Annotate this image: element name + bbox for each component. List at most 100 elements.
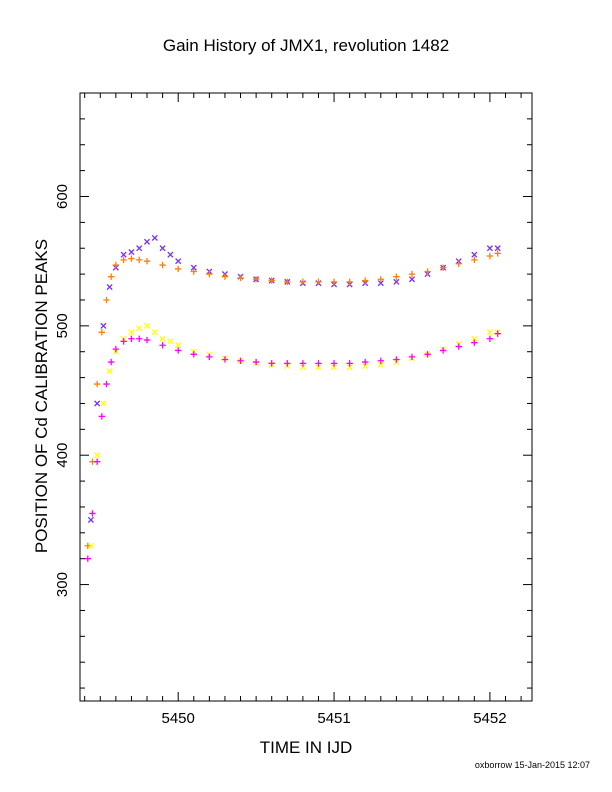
data-point <box>167 251 174 258</box>
data-point <box>299 364 306 371</box>
data-point <box>424 351 431 358</box>
data-point <box>93 458 101 465</box>
data-point <box>206 270 213 278</box>
data-point <box>455 343 462 350</box>
data-point <box>107 358 115 366</box>
data-point <box>143 336 151 344</box>
data-point <box>98 413 106 420</box>
data-point <box>377 357 385 364</box>
axes-frame: 5450 5451 5452 300 400 500 600 <box>54 92 533 727</box>
data-point <box>159 245 166 252</box>
data-point <box>106 368 113 375</box>
data-point <box>143 238 151 245</box>
data-point <box>120 251 127 258</box>
data-point <box>143 322 151 329</box>
data-point <box>471 251 478 258</box>
data-point <box>393 356 400 363</box>
data-point <box>190 264 197 271</box>
data-point <box>87 516 94 523</box>
data-point <box>471 339 478 346</box>
data-point <box>106 283 113 291</box>
data-point <box>206 353 213 361</box>
series-0 <box>87 234 501 523</box>
data-point <box>268 277 275 284</box>
y-tick-label: 500 <box>54 313 71 338</box>
data-point <box>284 278 291 286</box>
data-point <box>408 270 416 278</box>
data-point <box>330 278 338 286</box>
data-point <box>377 280 384 287</box>
x-tick-label: 5452 <box>473 710 506 727</box>
series-3 <box>84 330 501 562</box>
data-point <box>128 249 135 256</box>
data-point <box>362 358 369 366</box>
data-point <box>237 357 244 364</box>
data-point <box>175 258 182 265</box>
data-point <box>103 380 110 388</box>
data-point <box>159 261 166 269</box>
data-point <box>159 342 166 349</box>
data-point <box>128 255 135 262</box>
data-point <box>174 347 182 354</box>
data-point <box>128 335 135 342</box>
data-point <box>98 329 106 336</box>
data-point <box>221 356 229 363</box>
data-point <box>439 264 447 271</box>
data-point <box>393 278 400 285</box>
data-point <box>84 542 91 549</box>
data-point <box>439 347 447 354</box>
data-point <box>330 364 338 371</box>
data-point <box>103 296 110 304</box>
data-point <box>362 277 369 284</box>
data-point <box>471 256 478 264</box>
plot-frame <box>79 92 533 702</box>
y-tick-label: 300 <box>54 572 71 597</box>
x-tick-label: 5450 <box>162 710 195 727</box>
data-point <box>136 335 143 342</box>
data-point <box>494 245 501 252</box>
data-point <box>252 358 260 366</box>
data-point <box>112 261 120 269</box>
data-point <box>486 245 493 252</box>
data-point <box>299 278 307 286</box>
data-point <box>494 330 501 337</box>
data-point <box>151 329 158 336</box>
series-layer <box>84 234 501 562</box>
data-point <box>315 360 322 367</box>
data-point <box>252 276 260 283</box>
data-point <box>315 278 322 286</box>
x-axis-label: TIME IN IJD <box>259 738 353 757</box>
data-point <box>455 260 462 267</box>
data-point <box>112 345 120 353</box>
data-point <box>221 273 229 280</box>
data-point <box>128 329 135 336</box>
x-tick-label: 5451 <box>317 710 350 727</box>
data-point <box>120 338 127 345</box>
y-tick-label: 600 <box>54 184 71 209</box>
data-point <box>330 360 338 367</box>
data-point <box>408 276 416 283</box>
series-2 <box>87 322 501 549</box>
data-point <box>424 268 431 275</box>
data-point <box>486 335 494 342</box>
data-point <box>486 252 494 260</box>
data-point <box>175 342 182 349</box>
data-point <box>107 273 115 280</box>
data-point <box>94 400 101 407</box>
data-point <box>494 250 501 257</box>
chart-title: Gain History of JMX1, revolution 1482 <box>162 36 450 55</box>
data-point <box>377 276 385 283</box>
data-point <box>393 273 400 280</box>
data-point <box>167 338 174 345</box>
series-1 <box>84 250 501 549</box>
data-point <box>100 322 107 329</box>
data-point <box>315 364 322 371</box>
data-point <box>159 335 166 342</box>
data-point <box>377 361 384 368</box>
data-point <box>151 234 158 241</box>
data-point <box>408 353 416 361</box>
data-point <box>93 380 101 388</box>
data-point <box>268 360 275 367</box>
data-point <box>486 329 493 336</box>
